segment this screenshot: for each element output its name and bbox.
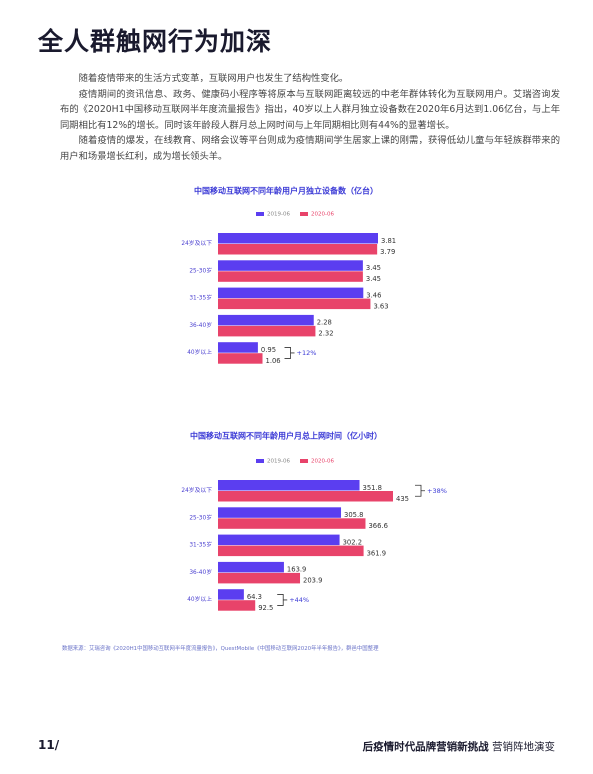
chart: 中国移动互联网不同年龄用户月总上网时间（亿小时） 2019-06 2020-06 24… (181, 431, 447, 612)
value-label: 163.9 (287, 566, 306, 574)
paragraph: 随着疫情的爆发，在线教育、网络会议等平台则成为疫情期间学生居家上课的刚需，获得低… (60, 135, 560, 162)
body-text: 随着疫情带来的生活方式变革，互联网用户也发生了结构性变化。 疫情期间的资讯信息、… (60, 71, 560, 165)
annotation-bracket (277, 594, 288, 606)
bar (218, 271, 363, 282)
value-label: 1.06 (266, 357, 281, 365)
value-label: 203.9 (303, 577, 322, 585)
value-label: 2.28 (317, 319, 332, 327)
footer-section: 营销阵地演变 (492, 741, 555, 753)
annotation-bracket (415, 484, 425, 497)
annotation: +38% (427, 487, 447, 495)
value-label: 3.45 (366, 264, 381, 272)
category-label: 25-30岁 (189, 513, 212, 521)
category-label: 31-35岁 (189, 294, 212, 302)
annotation: +44% (289, 596, 309, 604)
legend-swatch (256, 459, 264, 463)
category-label: 24岁及以下 (181, 486, 212, 494)
legend-label: 2019-06 (267, 459, 290, 465)
bar (218, 480, 360, 491)
value-label: 3.63 (373, 302, 388, 310)
bar (218, 260, 363, 271)
value-label: 92.5 (258, 604, 273, 612)
bar (218, 353, 263, 364)
annotation: +12% (297, 349, 317, 357)
legend-label: 2020-06 (311, 459, 334, 465)
paragraph: 疫情期间的资讯信息、政务、健康码小程序等将原本与互联网距离较远的中老年群体转化为… (60, 88, 560, 131)
page-title: 全人群触网行为加深 (38, 27, 273, 56)
value-label: 3.45 (366, 275, 381, 283)
paragraph: 随着疫情带来的生活方式变革，互联网用户也发生了结构性变化。 (78, 73, 349, 84)
category-label: 36-40岁 (189, 321, 212, 329)
category-label: 31-35岁 (189, 541, 212, 549)
bar (218, 589, 244, 600)
value-label: 3.46 (366, 291, 381, 299)
chart-title: 中国移动互联网不同年龄用户月独立设备数（亿台） (194, 186, 378, 196)
bar (218, 287, 364, 299)
bar (218, 534, 340, 546)
value-label: 361.9 (367, 549, 386, 557)
bar (218, 518, 366, 529)
chart-title: 中国移动互联网不同年龄用户月总上网时间（亿小时） (190, 431, 382, 441)
page-number: 11/ (38, 738, 60, 752)
category-label: 36-40岁 (189, 568, 212, 576)
bar (218, 561, 284, 573)
bar (218, 600, 256, 611)
bar (218, 572, 301, 584)
category-label: 24岁及以下 (181, 239, 212, 247)
chart: 中国移动互联网不同年龄用户月独立设备数（亿台） 2019-06 2020-06 24岁… (181, 186, 396, 365)
bar (218, 314, 314, 326)
value-label: 2.32 (318, 330, 333, 338)
bar (218, 244, 378, 255)
bar (218, 545, 364, 557)
category-label: 25-30岁 (189, 266, 212, 274)
value-label: 302.2 (343, 538, 362, 546)
bar (218, 507, 342, 518)
footer-title: 后疫情时代品牌营销新挑战 (362, 741, 489, 753)
legend-swatch (300, 459, 308, 463)
value-label: 351.8 (363, 484, 382, 492)
bar (218, 298, 371, 310)
annotation-bracket (284, 347, 295, 359)
value-label: 0.95 (261, 346, 276, 354)
value-label: 366.6 (368, 522, 387, 530)
category-label: 40岁以上 (187, 595, 212, 603)
category-label: 40岁以上 (187, 348, 212, 356)
legend-swatch (256, 212, 264, 216)
value-label: 435 (396, 495, 409, 503)
bar (218, 233, 378, 244)
value-label: 3.79 (380, 248, 395, 256)
footer: 后疫情时代品牌营销新挑战 营销阵地演变 (363, 739, 555, 754)
source: 数据来源：艾瑞咨询《2020H1中国移动互联网半年度流量报告》，QuestMob… (62, 646, 379, 652)
bar (218, 342, 258, 353)
value-label: 3.81 (381, 237, 396, 245)
value-label: 64.3 (247, 593, 262, 601)
legend-label: 2019-06 (267, 212, 290, 218)
legend-swatch (300, 212, 308, 216)
value-label: 305.8 (344, 511, 363, 519)
legend-label: 2020-06 (311, 212, 334, 218)
bar (218, 491, 393, 502)
bar (218, 325, 316, 337)
